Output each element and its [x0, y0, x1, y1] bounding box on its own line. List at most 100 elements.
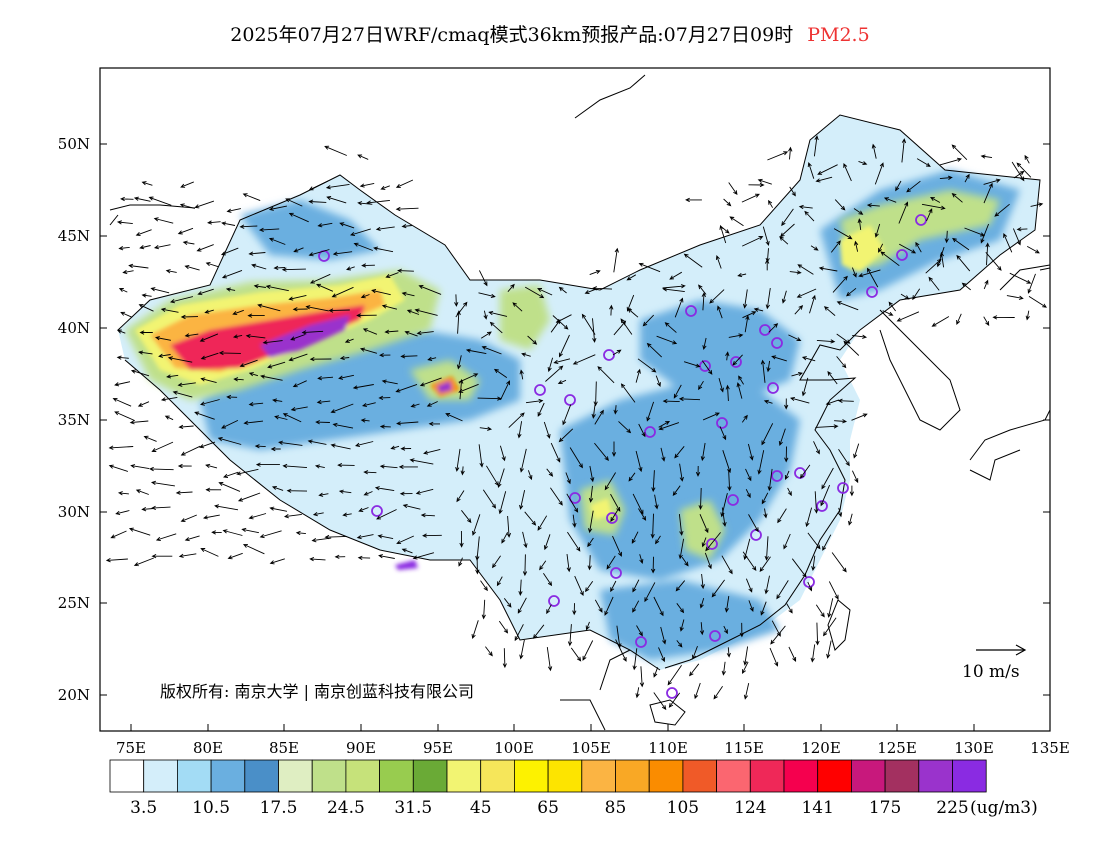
- wind-vector: [177, 463, 192, 469]
- wind-vector: [815, 604, 825, 618]
- wind-vector: [360, 418, 370, 423]
- wind-vector: [373, 246, 394, 253]
- wind-vector: [874, 162, 884, 185]
- wind-vector: [371, 289, 391, 296]
- color-bar-swatch: [884, 759, 920, 793]
- wind-vector: [272, 398, 283, 403]
- wind-vector: [558, 286, 567, 294]
- wind-vector: [618, 421, 632, 434]
- wind-vector: [233, 377, 244, 382]
- wind-vector: [826, 640, 832, 659]
- wind-vector: [658, 647, 666, 663]
- wind-vector: [160, 307, 179, 313]
- wind-vector: [809, 294, 816, 314]
- wind-vector: [791, 558, 807, 578]
- wind-vector: [517, 421, 523, 439]
- lon-label: 130E: [954, 739, 994, 757]
- wind-vector: [455, 301, 468, 318]
- wind-vector: [459, 530, 464, 548]
- wind-vector: [871, 143, 877, 159]
- wind-vector: [701, 360, 713, 375]
- wind-vector: [404, 330, 418, 337]
- wind-vector: [759, 556, 771, 573]
- wind-vector: [479, 426, 493, 431]
- station-marker: [610, 567, 622, 579]
- wind-vector: [737, 272, 747, 278]
- wind-vector: [385, 272, 399, 279]
- wind-vector: [543, 421, 551, 439]
- wind-vector: [827, 370, 838, 385]
- wind-vector: [742, 311, 757, 319]
- wind-vector: [248, 372, 259, 377]
- wind-vector: [983, 279, 989, 290]
- wind-vector: [546, 604, 552, 615]
- wind-vector: [139, 330, 153, 335]
- wind-vector: [288, 294, 307, 301]
- wind-vector: [151, 505, 171, 511]
- wind-vector: [858, 160, 868, 166]
- station-marker: [771, 470, 783, 482]
- wind-vector: [519, 448, 527, 473]
- indochina: [560, 649, 631, 731]
- wind-vector: [456, 490, 465, 503]
- wind-vector: [939, 251, 945, 268]
- wind-vector: [767, 468, 773, 492]
- wind-vector: [180, 181, 194, 188]
- wind-vector: [725, 351, 730, 361]
- wind-vector: [305, 305, 329, 312]
- wind-vector: [522, 531, 528, 549]
- lake-balkhash: [109, 204, 196, 226]
- wind-vector: [928, 276, 940, 291]
- station-marker: [716, 417, 728, 429]
- wind-vector: [587, 510, 594, 534]
- wind-vector: [834, 199, 846, 211]
- wind-vector: [401, 548, 413, 554]
- wind-vector: [245, 333, 266, 339]
- wind-vector: [139, 245, 151, 250]
- wind-vector: [514, 624, 524, 642]
- wind-vector: [498, 620, 509, 634]
- wind-vector: [258, 227, 280, 233]
- wind-vector: [721, 507, 727, 527]
- wind-vector: [660, 626, 667, 645]
- wind-vector: [184, 535, 200, 542]
- wind-vector: [738, 375, 744, 385]
- wind-vector: [1024, 154, 1030, 164]
- wind-vector: [379, 464, 398, 469]
- china-south-border: [124, 359, 661, 671]
- wind-vector: [255, 462, 280, 467]
- wind-vector: [352, 384, 374, 390]
- wind-vector: [939, 157, 962, 166]
- wind-vector: [248, 402, 264, 407]
- station-marker: [896, 249, 908, 261]
- wind-vector: [497, 468, 505, 488]
- wind-vector: [898, 201, 909, 224]
- wind-vector: [337, 462, 355, 468]
- wind-vector: [481, 345, 502, 355]
- wind-vector: [178, 553, 197, 558]
- wind-vector: [271, 485, 284, 491]
- purple-region-yunnan: [395, 560, 418, 570]
- wind-vector: [857, 218, 862, 230]
- wind-vector: [822, 534, 832, 551]
- wind-vector: [698, 487, 703, 510]
- wind-vector: [1003, 232, 1013, 253]
- wind-vector: [931, 316, 950, 327]
- wind-vector: [574, 575, 584, 597]
- color-bar-swatch: [851, 759, 886, 793]
- wind-vector: [420, 513, 435, 518]
- china-border: [117, 114, 1041, 331]
- wind-vector: [849, 485, 855, 497]
- wind-vector: [848, 513, 853, 526]
- wind-vector: [395, 383, 418, 393]
- wind-vector: [558, 428, 574, 443]
- wind-vector: [390, 445, 400, 450]
- wind-vector: [338, 374, 354, 380]
- wind-vector: [882, 310, 894, 316]
- wind-vector: [880, 251, 900, 267]
- wind-vector: [650, 556, 656, 574]
- russia-coast: [999, 264, 1050, 291]
- wind-vector: [715, 255, 722, 269]
- wind-vector: [762, 226, 770, 247]
- wind-vector: [423, 448, 441, 455]
